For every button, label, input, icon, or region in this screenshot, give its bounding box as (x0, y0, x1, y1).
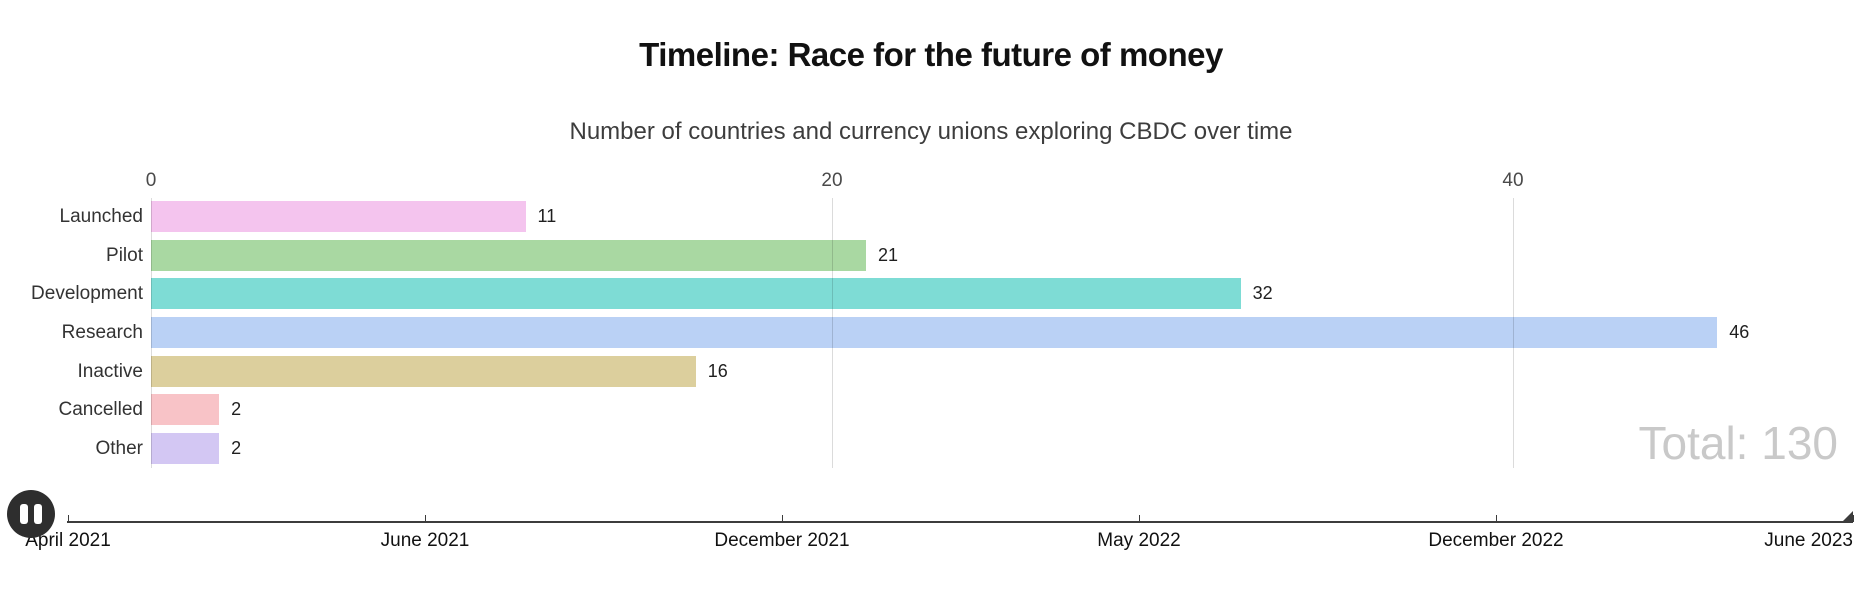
date-label: May 2022 (1097, 530, 1181, 551)
gridline (151, 198, 152, 468)
pause-button[interactable] (7, 490, 55, 538)
bar (151, 239, 867, 271)
category-label: Pilot (106, 244, 143, 266)
value-label: 11 (537, 206, 557, 226)
category-label: Cancelled (58, 399, 144, 421)
chart-subtitle: Number of countries and currency unions … (569, 118, 1293, 145)
value-label: 2 (231, 437, 242, 458)
axis-tick-label: 0 (145, 170, 157, 191)
date-label: April 2021 (25, 530, 111, 551)
bar (151, 316, 1718, 348)
date-label: December 2021 (714, 530, 850, 551)
value-label: 2 (231, 399, 242, 420)
timeline-scrubber[interactable] (67, 521, 1853, 523)
timeline-tick (782, 515, 783, 522)
timeline-tick (1853, 515, 1854, 522)
chart-title: Timeline: Race for the future of money (639, 36, 1223, 73)
value-label: 32 (1252, 283, 1273, 304)
category-label: Development (31, 283, 143, 305)
axis-tick-label: 20 (821, 170, 843, 191)
total-label: Total: 130 (1638, 417, 1838, 469)
bar (151, 432, 220, 464)
bar (151, 201, 526, 232)
bar (151, 394, 220, 426)
date-label: December 2022 (1428, 530, 1564, 551)
gridline (1513, 198, 1514, 468)
value-label: 21 (878, 244, 899, 265)
timeline-tick (425, 515, 426, 522)
category-label: Research (61, 321, 143, 343)
date-label: June 2023 (1764, 530, 1853, 551)
pause-icon (34, 504, 42, 524)
bar (151, 278, 1241, 310)
axis-tick-label: 40 (1502, 170, 1524, 191)
timeline-tick (1139, 515, 1140, 522)
bar (151, 355, 696, 387)
category-label: Other (95, 437, 143, 459)
category-label: Launched (59, 206, 143, 227)
timeline-tick (1496, 515, 1497, 522)
value-label: 16 (707, 360, 728, 381)
date-label: June 2021 (380, 530, 470, 551)
timeline-tick (68, 515, 69, 522)
category-label: Inactive (77, 360, 143, 382)
pause-icon (20, 504, 28, 524)
playhead-marker[interactable] (1843, 511, 1853, 521)
value-label: 46 (1729, 321, 1750, 342)
gridline (832, 198, 833, 468)
